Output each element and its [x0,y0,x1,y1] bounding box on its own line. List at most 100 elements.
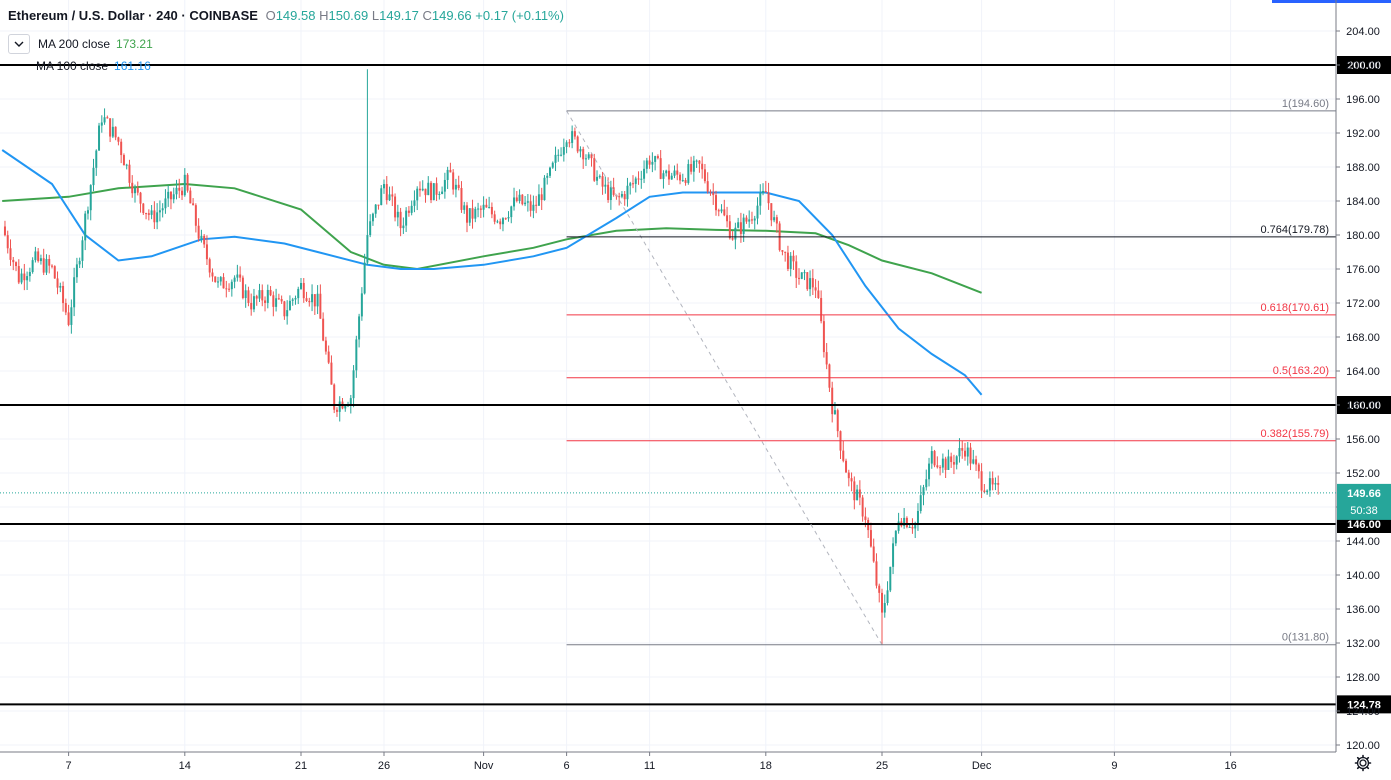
ma200-legend-row[interactable]: MA 200 close 173.21 [8,34,153,54]
candle-body [845,460,848,473]
candle-body [366,235,369,263]
fib-level-label: 0.5(163.20) [1273,365,1329,377]
candle-body [510,206,513,218]
candle-body [618,196,621,198]
candle-body [380,188,383,206]
candle-body [136,188,139,193]
candle-body [853,481,856,501]
ma100-legend-row[interactable]: MA 100 close 161.16 [36,59,151,73]
candle-body [169,191,172,200]
top-accent-bar [1272,0,1391,3]
ma100-value: 161.16 [114,59,151,73]
candle-body [712,192,715,196]
candle-body [717,210,720,212]
candle-body [665,170,668,174]
candle-body [612,187,615,195]
price-tick-label: 180.00 [1346,230,1380,242]
close-label: C [422,8,432,23]
candle-body [122,155,125,166]
candle-body [825,352,828,365]
candle-body [95,150,98,168]
candle-body [441,191,444,194]
candle-body [167,191,170,199]
candle-body [753,218,756,221]
candle-body [297,288,300,299]
candle-body [892,543,895,567]
candle-body [98,125,101,151]
candle-body [15,262,18,267]
time-tick-label: 7 [66,760,72,772]
horizontal-level-label: 160.00 [1347,400,1381,412]
gear-icon[interactable] [1354,754,1372,772]
price-tick-label: 160.00 [1346,400,1380,412]
candle-body [17,266,20,283]
candle-body [430,182,433,201]
candle-body [690,164,693,172]
candle-body [640,178,643,180]
candle-body [34,251,37,261]
candle-body [128,164,131,183]
candle-body [850,478,853,482]
candle-body [117,137,120,142]
candle-body [388,194,391,201]
candle-body [482,204,485,210]
time-tick-label: 11 [644,760,655,772]
candle-body [84,213,87,241]
candle-body [598,176,601,178]
candle-body [291,299,294,301]
candle-body [875,561,878,586]
candle-body [925,479,928,488]
candle-body [26,276,29,281]
candle-body [903,517,906,526]
candle-body [756,205,759,219]
candle-body [867,519,870,531]
time-tick-label: Nov [474,760,494,772]
price-tick-label: 176.00 [1346,264,1380,276]
high-value: 150.69 [328,8,369,23]
candle-body [964,450,966,457]
candle-body [178,187,181,191]
candle-body [731,238,734,240]
price-tick-label: 184.00 [1346,196,1380,208]
chevron-down-icon[interactable] [8,34,30,54]
symbol-title[interactable]: Ethereum / U.S. Dollar · 240 · COINBASE [8,8,258,23]
candle-body [114,126,117,138]
candle-body [283,301,286,317]
candle-body [197,225,200,239]
chart-legend: Ethereum / U.S. Dollar · 240 · COINBASE … [8,8,564,23]
candle-body [620,194,623,197]
time-tick-label: 25 [876,760,888,772]
candle-body [272,295,275,307]
candle-body [980,471,983,491]
candle-body [939,467,942,469]
candle-body [333,384,336,410]
candle-body [485,204,488,208]
candle-body [936,465,939,468]
candle-body [950,456,953,463]
candle-body [286,310,289,317]
candle-body [142,203,145,214]
candle-body [504,218,507,220]
candle-body [933,451,936,466]
candle-body [313,294,316,307]
candle-body [230,281,233,290]
candle-body [809,278,812,290]
price-tick-label: 164.00 [1346,366,1380,378]
candle-body [330,362,333,385]
candle-body [316,293,319,307]
candle-body [789,255,792,269]
candle-body [930,451,933,464]
candle-body [222,277,225,289]
candle-body [701,163,704,170]
candle-body [3,226,6,236]
candle-body [59,285,62,288]
candle-body [878,585,881,593]
price-tick-label: 136.00 [1346,604,1380,616]
candle-body [645,160,648,169]
candle-body [886,590,889,604]
candle-body [584,158,587,160]
candle-body [831,387,834,415]
ohlc-values: O149.58 H150.69 L149.17 C149.66 +0.17 (+… [266,8,564,23]
candle-body [975,459,978,465]
